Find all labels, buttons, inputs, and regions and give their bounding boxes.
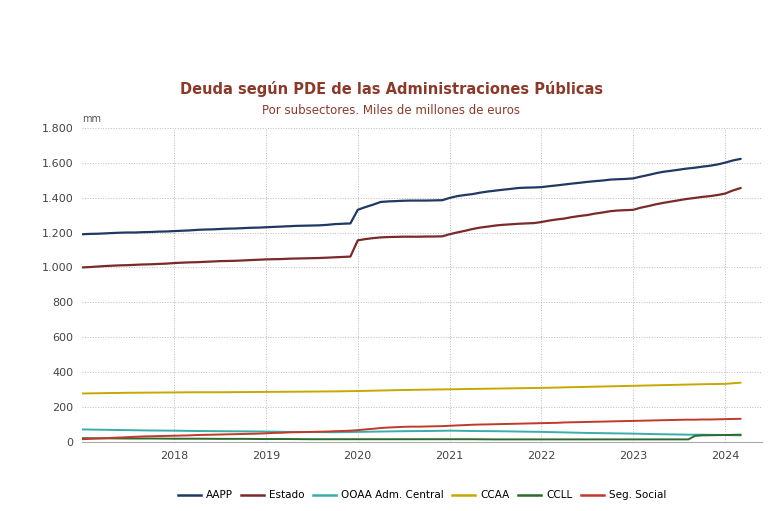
Text: BE: BE: [701, 15, 750, 46]
Text: mm: mm: [82, 114, 101, 124]
Text: Deuda Pública: Deuda Pública: [17, 28, 208, 52]
Legend: AAPP, Estado, OOAA Adm. Central, CCAA, CCLL, Seg. Social: AAPP, Estado, OOAA Adm. Central, CCAA, C…: [174, 486, 670, 504]
Text: Eurosistema: Eurosistema: [695, 58, 750, 67]
Text: Por subsectores. Miles de millones de euros: Por subsectores. Miles de millones de eu…: [262, 104, 521, 117]
Text: Deuda según PDE de las Administraciones Públicas: Deuda según PDE de las Administraciones …: [180, 81, 603, 97]
